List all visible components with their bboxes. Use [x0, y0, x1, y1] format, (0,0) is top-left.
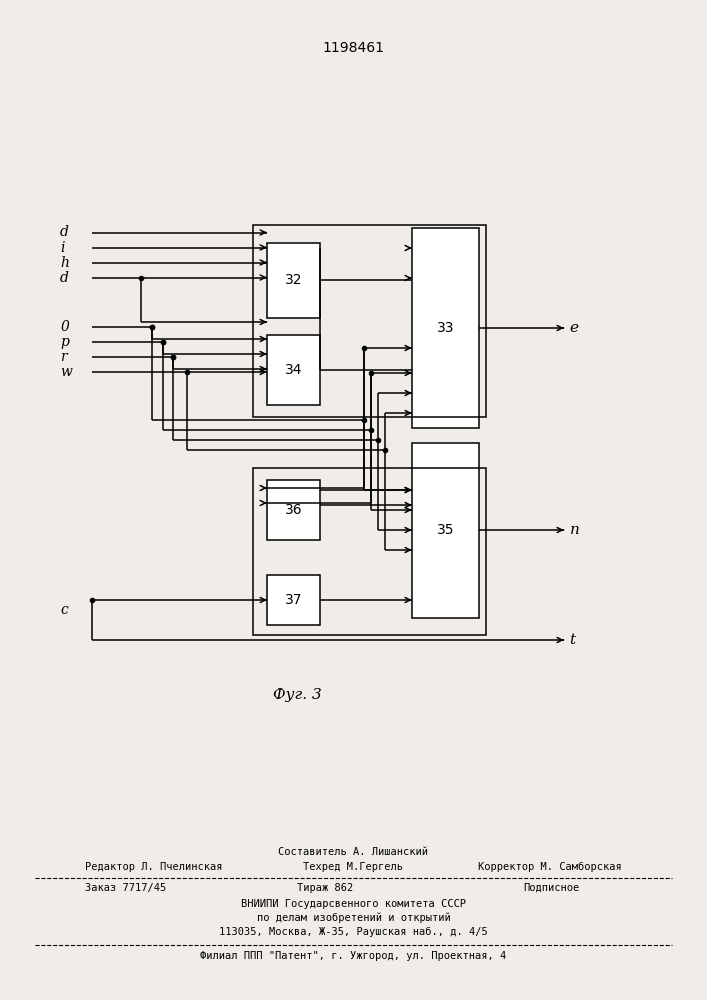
Text: Техред М.Гергель: Техред М.Гергель: [303, 862, 404, 872]
Text: 32: 32: [285, 273, 302, 287]
Text: Корректор М. Самборская: Корректор М. Самборская: [479, 862, 622, 872]
Text: 0: 0: [60, 320, 69, 334]
Text: 1198461: 1198461: [322, 41, 385, 55]
Text: 37: 37: [285, 593, 302, 607]
Bar: [267, 480, 320, 540]
Text: ВНИИПИ Государсвенного комитета СССР: ВНИИПИ Государсвенного комитета СССР: [241, 899, 466, 909]
Text: e: e: [569, 321, 578, 335]
Bar: [267, 242, 320, 318]
Text: Составитель А. Лишанский: Составитель А. Лишанский: [279, 847, 428, 857]
Text: Тираж 862: Тираж 862: [297, 883, 354, 893]
Bar: [411, 443, 479, 618]
Bar: [411, 228, 479, 428]
Text: w: w: [60, 365, 72, 379]
Text: d: d: [60, 226, 69, 239]
Text: t: t: [569, 633, 575, 647]
Text: 35: 35: [437, 523, 454, 537]
Bar: [267, 575, 320, 625]
Text: Редактор Л. Пчелинская: Редактор Л. Пчелинская: [85, 862, 222, 872]
Bar: [267, 335, 320, 405]
Text: Подписное: Подписное: [523, 883, 580, 893]
Text: Фуг. 3: Фуг. 3: [273, 688, 321, 702]
Bar: [252, 468, 486, 635]
Text: 33: 33: [437, 321, 454, 335]
Text: 113035, Москва, Ж-35, Раушская наб., д. 4/5: 113035, Москва, Ж-35, Раушская наб., д. …: [219, 927, 488, 937]
Text: 34: 34: [285, 363, 302, 377]
Text: n: n: [569, 523, 579, 537]
Text: Заказ 7717/45: Заказ 7717/45: [85, 883, 166, 893]
Text: Филиал ППП "Патент", г. Ужгород, ул. Проектная, 4: Филиал ППП "Патент", г. Ужгород, ул. Про…: [200, 951, 507, 961]
Text: i: i: [60, 240, 64, 254]
Text: r: r: [60, 350, 66, 364]
Text: 36: 36: [285, 503, 302, 517]
Text: по делам изобретений и открытий: по делам изобретений и открытий: [257, 913, 450, 923]
Text: p: p: [60, 335, 69, 349]
Text: c: c: [60, 603, 68, 617]
Text: h: h: [60, 256, 69, 270]
Text: d: d: [60, 271, 69, 285]
Bar: [252, 225, 486, 417]
